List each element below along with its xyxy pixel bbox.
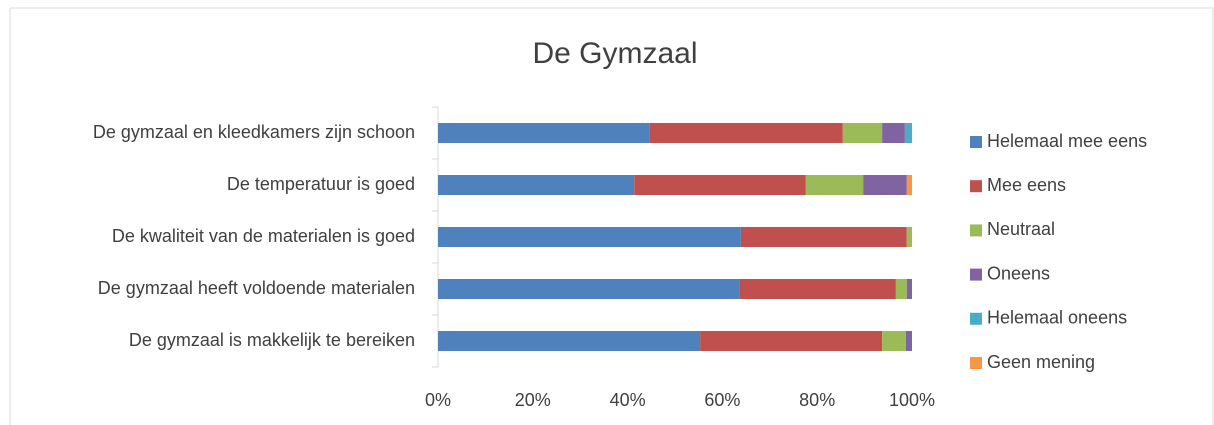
bar-segment [805, 175, 864, 195]
bar-segment [906, 227, 912, 247]
bar-segment [882, 123, 905, 143]
y-tick-label: De gymzaal en kleedkamers zijn schoon [93, 122, 415, 142]
legend-label: Oneens [987, 263, 1050, 283]
bar-segment [438, 279, 740, 299]
bar-segment [438, 123, 650, 143]
chart-title: De Gymzaal [532, 37, 697, 70]
legend-swatch [970, 224, 982, 237]
x-tick-label: 60% [704, 390, 740, 410]
x-tick-label: 40% [610, 390, 646, 410]
legend-swatch [970, 312, 982, 325]
bar-segment [649, 123, 843, 143]
legend-swatch [970, 180, 982, 193]
y-tick-label: De kwaliteit van de materialen is goed [112, 226, 415, 246]
legend-label: Helemaal oneens [987, 308, 1127, 328]
x-tick-label: 100% [889, 390, 935, 410]
y-tick-label: De temperatuur is goed [227, 174, 415, 194]
bar-segment [863, 175, 907, 195]
bar-segment [634, 175, 806, 195]
x-tick-label: 0% [425, 390, 451, 410]
x-tick-label: 80% [799, 390, 835, 410]
y-tick-label: De gymzaal is makkelijk te bereiken [129, 330, 415, 350]
y-tick-label: De gymzaal heeft voldoende materialen [98, 278, 415, 298]
bar-segment [438, 331, 701, 351]
bar-segment [895, 279, 907, 299]
bar-segment [904, 123, 912, 143]
legend-label: Mee eens [987, 175, 1066, 195]
bar-segment [700, 331, 883, 351]
bar-segment [438, 175, 635, 195]
chart-border [9, 7, 1214, 425]
bar-segment [906, 279, 912, 299]
x-tick-label: 20% [515, 390, 551, 410]
legend-label: Neutraal [987, 219, 1055, 239]
legend-swatch [970, 136, 982, 148]
bar-segment [740, 227, 907, 247]
legend-swatch [970, 268, 982, 281]
legend-label: Helemaal mee eens [987, 131, 1147, 151]
bar-segment [842, 123, 883, 143]
legend-swatch [970, 357, 982, 369]
bar-segment [882, 331, 906, 351]
bar-segment [906, 175, 912, 195]
bar-segment [739, 279, 896, 299]
legend-label: Geen mening [987, 352, 1095, 372]
bar-segment [438, 227, 741, 247]
bar-segment [905, 331, 912, 351]
